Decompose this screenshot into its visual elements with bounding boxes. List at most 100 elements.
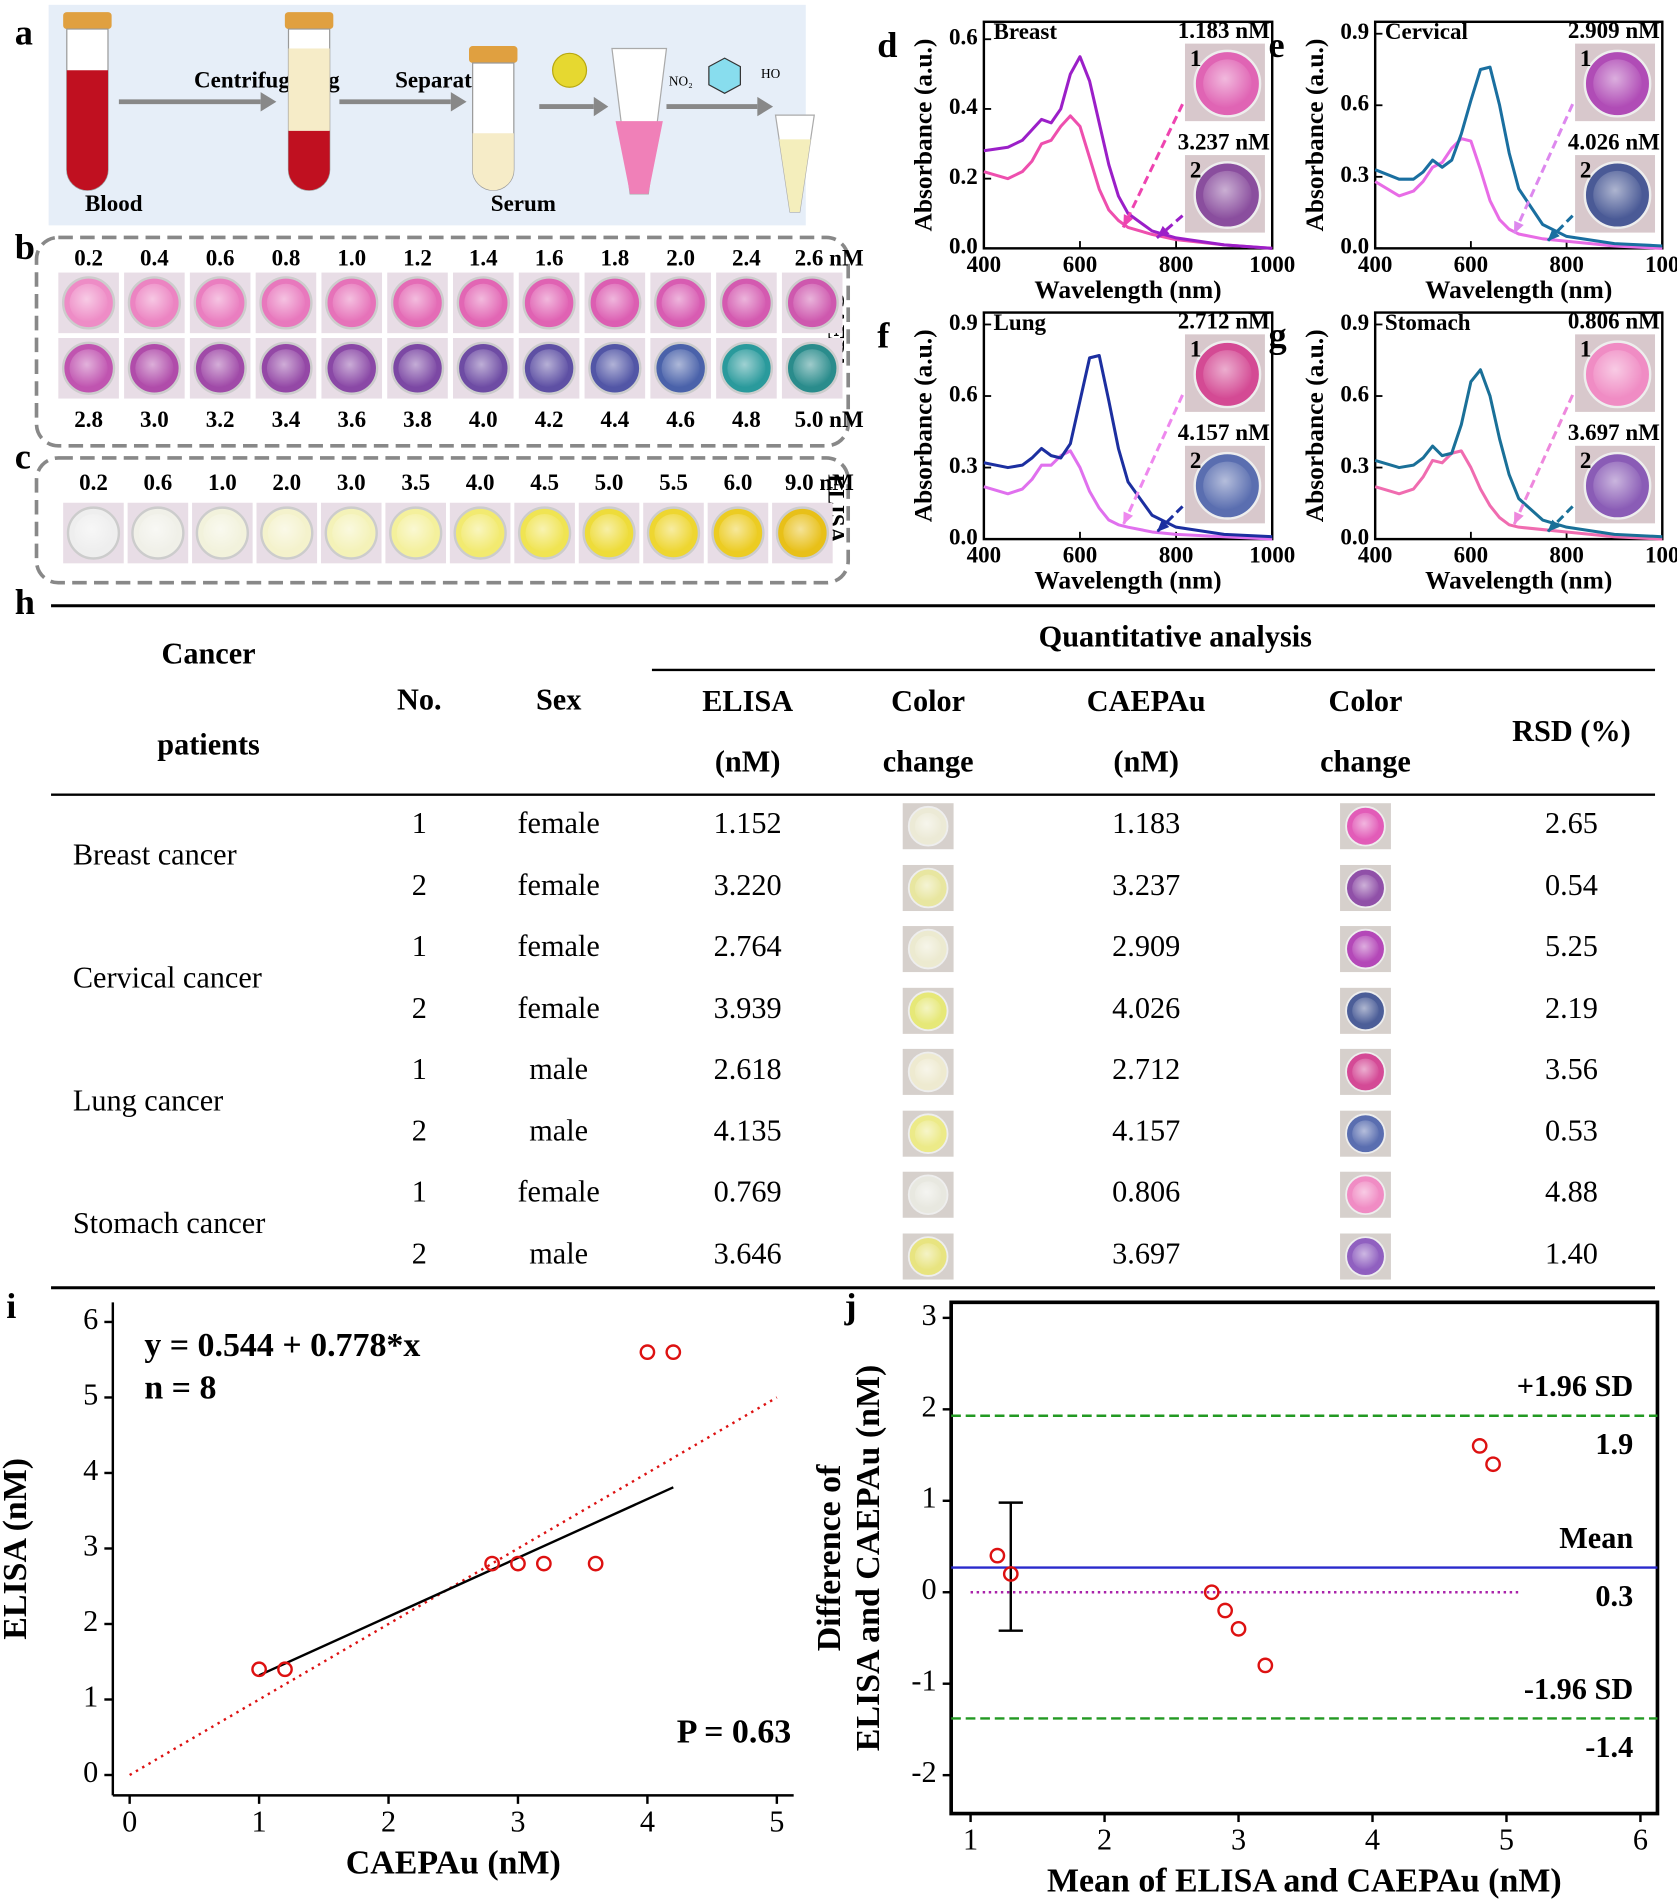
concentration-label: 5.0 nM	[795, 406, 864, 432]
inset-marker: 1	[1190, 336, 1201, 362]
spectrum-line	[1374, 449, 1663, 541]
swatch-shine	[914, 874, 942, 902]
inset-shine	[1203, 59, 1252, 108]
column-header: Color	[891, 684, 965, 718]
well-shine	[332, 283, 371, 322]
well-shine	[332, 513, 371, 553]
column-header: change	[883, 744, 974, 778]
inset-marker: 2	[1190, 447, 1201, 473]
concentration-label: 2.8	[74, 406, 103, 432]
y-tick-label: 0.3	[949, 452, 978, 478]
y-tick-label: 0.0	[949, 523, 978, 549]
inset-shine	[1593, 461, 1642, 511]
data-point	[1485, 1456, 1501, 1473]
x-axis-label: Wavelength (nm)	[1425, 275, 1612, 304]
cell: 3.220	[714, 868, 782, 902]
concentration-label: 2.909 nM	[1568, 17, 1660, 43]
serum	[288, 48, 330, 131]
well-shine	[135, 283, 174, 322]
cell: 2	[412, 1236, 427, 1270]
panel-label: a	[15, 13, 33, 53]
serum	[472, 133, 514, 191]
arrow-head	[1513, 511, 1524, 525]
concentration-label: 1.4	[469, 245, 498, 271]
y-axis-label: ELISA (nM)	[0, 1458, 34, 1640]
column-header: CAEPAu	[1087, 684, 1206, 718]
x-tick-label: 400	[967, 542, 1002, 568]
arrow	[1121, 103, 1184, 229]
inset-marker: 2	[1580, 447, 1592, 473]
row-group: Cervical cancer	[73, 961, 262, 995]
concentration-label: 1.0	[208, 469, 237, 495]
cell: 2.712	[1112, 1052, 1180, 1086]
inset-shine	[1593, 59, 1642, 108]
well-shine	[661, 349, 700, 388]
concentration-label: 3.6	[337, 406, 366, 432]
well-shine	[530, 349, 569, 388]
data-point	[484, 1555, 500, 1572]
well-shine	[718, 513, 758, 553]
cell: 2.618	[714, 1052, 782, 1086]
data-point	[251, 1661, 267, 1678]
row-group: Lung cancer	[73, 1083, 223, 1117]
inset-marker: 1	[1580, 336, 1592, 362]
arrow-head	[1547, 228, 1560, 242]
cell: 1	[412, 1175, 427, 1209]
x-axis-label: Mean of ELISA and CAEPAu (nM)	[1047, 1863, 1562, 1900]
inset-marker: 2	[1580, 156, 1592, 182]
cell: male	[529, 1052, 588, 1086]
well-shine	[793, 349, 832, 388]
x-tick-label: 400	[967, 251, 1002, 277]
well-shine	[595, 349, 634, 388]
concentration-label: 4.0	[466, 469, 495, 495]
concentration-label: 9.0 nM	[785, 469, 854, 495]
cell: 3.939	[714, 991, 782, 1025]
well-shine	[332, 349, 371, 388]
well-shine	[69, 283, 108, 322]
panel-label: e	[1269, 25, 1285, 65]
arrow-head	[1547, 519, 1560, 532]
cell: 1.40	[1545, 1236, 1598, 1270]
arrow-head	[1123, 214, 1134, 228]
concentration-label: 1.6	[535, 245, 564, 271]
concentration-label: 4.157 nM	[1178, 419, 1270, 445]
swatch-shine	[914, 997, 942, 1025]
well-shine	[793, 283, 832, 322]
x-tick-label: 3	[510, 1804, 525, 1838]
cell: 4.135	[714, 1114, 782, 1148]
x-axis-label: Wavelength (nm)	[1425, 566, 1612, 595]
cell: 2.909	[1112, 929, 1180, 963]
cell: 1.183	[1112, 806, 1180, 840]
plot-frame	[1373, 20, 1664, 250]
cell: 1.152	[714, 806, 782, 840]
swatch-shine	[914, 1058, 942, 1086]
x-tick-label: 1000	[1249, 251, 1295, 277]
well-shine	[661, 283, 700, 322]
x-axis-label: Wavelength (nm)	[1034, 275, 1221, 304]
y-tick-label: 0.2	[949, 163, 978, 189]
concentration-label: 1.2	[403, 245, 432, 271]
plot-frame	[1373, 311, 1664, 541]
cell: male	[529, 1114, 588, 1148]
nanoparticle	[551, 52, 588, 88]
column-header: change	[1320, 744, 1411, 778]
well-shine	[398, 349, 437, 388]
cell: 2	[412, 991, 427, 1025]
cell: 1	[412, 806, 427, 840]
inset-marker: 1	[1190, 45, 1201, 71]
cell: male	[529, 1236, 588, 1270]
swatch-shine	[914, 812, 942, 840]
well-shine	[530, 283, 569, 322]
label: Blood	[85, 190, 143, 216]
cell: 2.764	[714, 929, 782, 963]
x-tick-label: 800	[1159, 251, 1194, 277]
reference-value: 1.9	[1595, 1427, 1633, 1461]
swatch-shine	[1352, 1181, 1379, 1209]
panel-label: h	[15, 582, 35, 622]
x-axis-label: Wavelength (nm)	[1034, 566, 1221, 595]
y-tick-label: 0.9	[949, 309, 978, 335]
concentration-label: 0.6	[144, 469, 173, 495]
concentration-label: 0.806 nM	[1568, 308, 1660, 334]
x-tick-label: 1	[963, 1823, 978, 1857]
